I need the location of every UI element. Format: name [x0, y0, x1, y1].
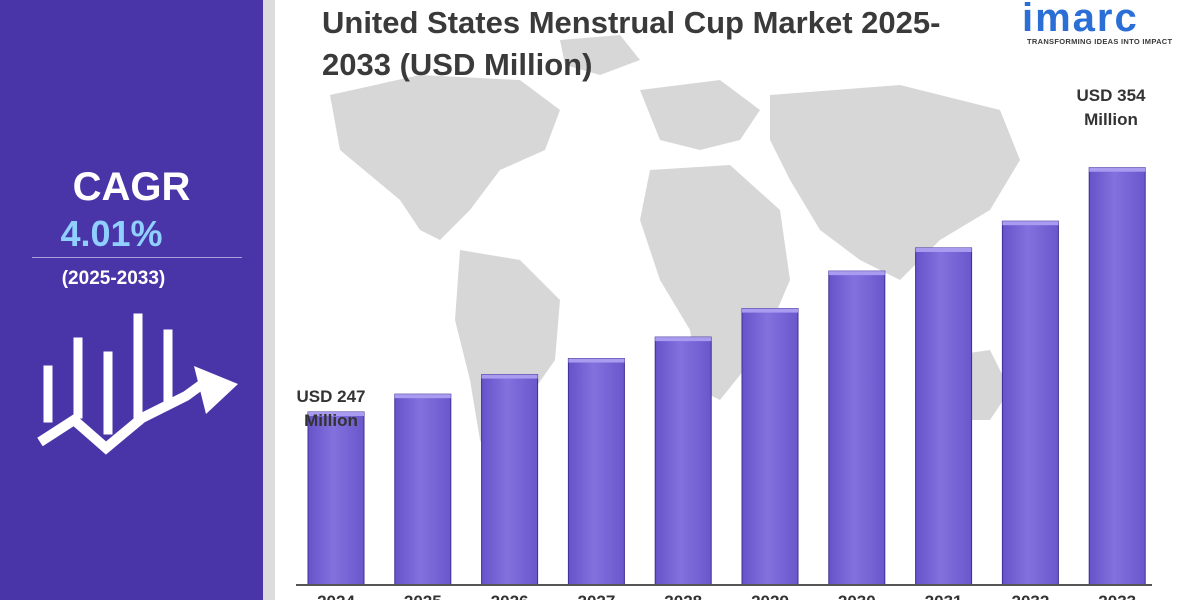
first-bar-annotation: USD 247 Million [286, 385, 376, 433]
bar-top-2028 [655, 337, 712, 342]
x-tick-label-2031: 2031 [925, 592, 963, 600]
bar-2024 [307, 411, 365, 586]
bar-2029 [741, 308, 799, 586]
bar-top-2026 [481, 374, 538, 379]
x-tick-label-2029: 2029 [751, 592, 789, 600]
cagr-panel [0, 0, 263, 600]
bar-top-2030 [828, 271, 885, 276]
bar-2027 [567, 358, 625, 586]
bar-top-2025 [394, 394, 451, 399]
first-annotation-line1: USD 247 [296, 387, 366, 406]
last-bar-annotation: USD 354 Million [1066, 84, 1156, 132]
bar-2032 [1001, 220, 1059, 586]
last-annotation-line2: Million [1084, 110, 1138, 129]
last-annotation-line1: USD 354 [1076, 86, 1146, 105]
cagr-value: 4.01% [60, 213, 163, 254]
logo-tagline: TRANSFORMING IDEAS INTO IMPACT [1027, 37, 1173, 46]
chart-title: United States Menstrual Cup Market 2025-… [322, 5, 941, 82]
panel-gutter [263, 0, 275, 600]
bar-top-2029 [742, 308, 798, 313]
bar-top-2032 [1002, 221, 1059, 226]
bar-top-2027 [568, 358, 625, 363]
bar-2028 [654, 336, 712, 586]
cagr-title: CAGR [72, 165, 191, 209]
x-tick-label-2027: 2027 [577, 592, 615, 600]
first-annotation-line2: Million [304, 411, 358, 430]
bar-2033 [1088, 167, 1146, 586]
bar-2026 [481, 374, 539, 586]
x-tick-label-2030: 2030 [838, 592, 876, 600]
x-tick-label-2024: 2024 [317, 592, 355, 600]
bar-2030 [828, 270, 886, 586]
imarc-logo: imarc [1022, 0, 1139, 40]
x-tick-label-2026: 2026 [491, 592, 529, 600]
bar-growth-arrow-icon [37, 313, 238, 455]
cagr-period: (2025-2033) [61, 268, 166, 289]
bar-top-2033 [1089, 167, 1146, 172]
bar-2025 [394, 393, 452, 586]
x-tick-label-2028: 2028 [664, 592, 702, 600]
bar-top-2024 [308, 412, 364, 417]
cagr-divider [32, 257, 242, 258]
x-tick-label-2033: 2033 [1098, 592, 1136, 600]
x-tick-label-2025: 2025 [404, 592, 442, 600]
x-tick-label-2032: 2032 [1011, 592, 1049, 600]
bar-2031 [915, 247, 973, 586]
bar-top-2031 [915, 247, 972, 252]
